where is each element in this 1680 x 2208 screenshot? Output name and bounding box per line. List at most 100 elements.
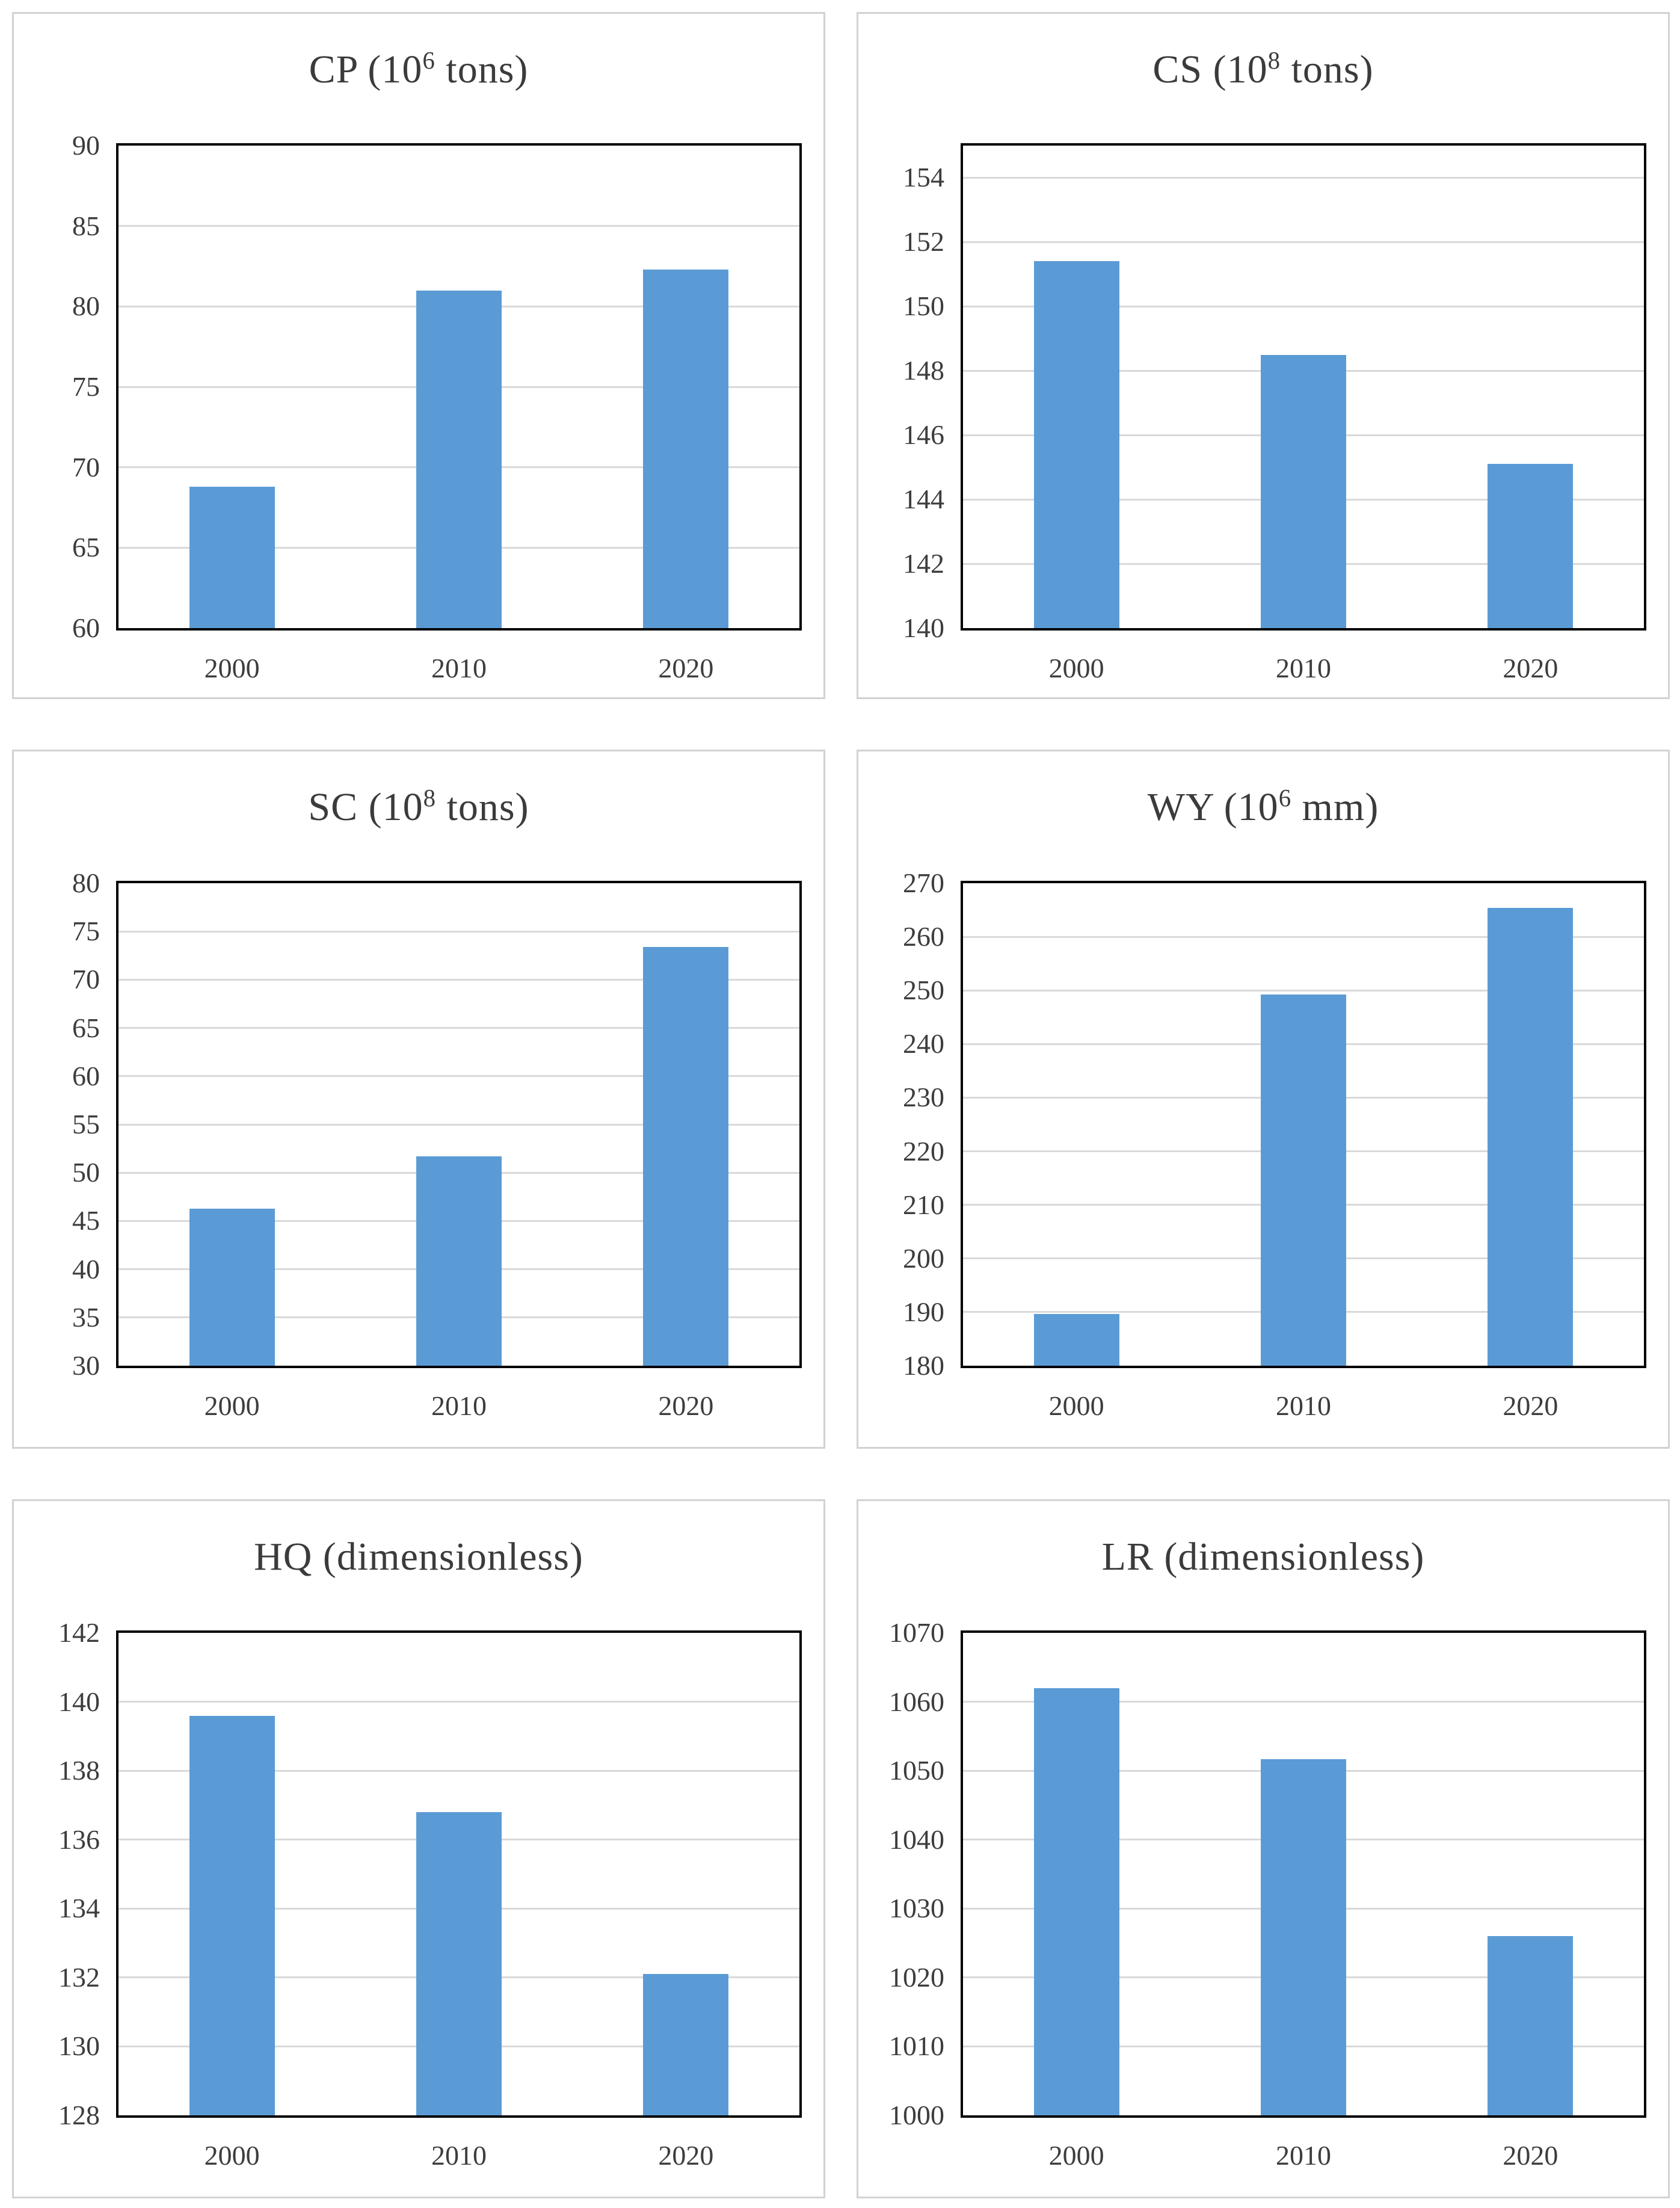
bar-2010: [416, 1156, 502, 1366]
y-tick-label-134: 134: [58, 1893, 100, 1924]
y-tick-label-180: 180: [903, 1350, 944, 1381]
y-tick-label-65: 65: [72, 1012, 100, 1043]
chart-panel-LR: LR (dimensionless) 1000 1010 1020 1030 1040 10…: [857, 1499, 1670, 2198]
y-tick-label-152: 152: [903, 226, 944, 257]
gridline-65: [118, 1027, 799, 1029]
gridline-152: [963, 241, 1644, 243]
x-tick-label-2020: 2020: [1503, 2140, 1558, 2171]
y-tick-label-75: 75: [72, 916, 100, 947]
x-tick-label-2010: 2010: [1276, 2140, 1331, 2171]
x-tick-label-2020: 2020: [658, 653, 714, 683]
bar-2020: [643, 269, 729, 628]
y-tick-label-70: 70: [72, 451, 100, 483]
plot-area: [961, 881, 1646, 1368]
y-tick-label-132: 132: [58, 1961, 100, 1993]
chart-panel-HQ: HQ (dimensionless) 128 130 132 134 136 138 140 1…: [12, 1499, 825, 2198]
chart-panel-CP: CP (106 tons) 60 65 70 75 80 85 90 2000 2010 2020: [12, 12, 825, 699]
y-tick-label-200: 200: [903, 1242, 944, 1274]
y-tick-label-1010: 1010: [889, 2031, 944, 2062]
x-tick-label-2010: 2010: [1276, 1390, 1331, 1421]
bar-2020: [1488, 908, 1574, 1366]
y-tick-label-260: 260: [903, 921, 944, 952]
bar-2000: [189, 1715, 275, 2115]
y-tick-label-90: 90: [72, 130, 100, 161]
y-tick-label-80: 80: [72, 868, 100, 898]
x-tick-label-2010: 2010: [431, 1390, 487, 1421]
bar-2000: [1033, 261, 1119, 628]
x-tick-label-2000: 2000: [204, 1390, 260, 1421]
y-tick-label-40: 40: [72, 1253, 100, 1284]
chart-title: SC (108 tons): [308, 785, 529, 829]
y-tick-label-136: 136: [58, 1824, 100, 1855]
y-tick-label-140: 140: [903, 612, 944, 643]
chart-title: CS (108 tons): [1152, 47, 1374, 91]
bar-2010: [1261, 995, 1346, 1366]
plot-area: [116, 143, 802, 631]
y-tick-label-150: 150: [903, 291, 944, 322]
x-tick-label-2000: 2000: [204, 653, 260, 683]
bar-2020: [643, 1974, 729, 2115]
y-tick-label-35: 35: [72, 1301, 100, 1333]
y-tick-label-45: 45: [72, 1205, 100, 1236]
gridline-154: [963, 176, 1644, 179]
y-tick-label-144: 144: [903, 484, 944, 515]
y-tick-label-142: 142: [58, 1617, 100, 1648]
y-tick-label-80: 80: [72, 291, 100, 322]
y-tick-label-70: 70: [72, 964, 100, 995]
bar-2020: [643, 946, 729, 1366]
x-tick-label-2010: 2010: [1276, 653, 1331, 683]
gridline-140: [118, 1701, 799, 1703]
y-tick-label-154: 154: [903, 162, 944, 193]
y-tick-label-1050: 1050: [889, 1755, 944, 1786]
title-exponent: 8: [423, 785, 437, 812]
bar-2010: [1261, 1759, 1346, 2115]
x-tick-label-2020: 2020: [658, 2140, 714, 2171]
y-tick-label-130: 130: [58, 2031, 100, 2062]
y-tick-label-75: 75: [72, 371, 100, 402]
chart-title: WY (106 mm): [1147, 785, 1379, 829]
chart-panel-WY: WY (106 mm) 180 190 200 210 220 230 240 250 260 27…: [857, 750, 1670, 1449]
y-tick-label-85: 85: [72, 210, 100, 241]
y-tick-label-220: 220: [903, 1135, 944, 1167]
y-tick-label-50: 50: [72, 1157, 100, 1188]
gridline-85: [118, 225, 799, 227]
charts-grid: CP (106 tons) 60 65 70 75 80 85 90 2000 2010 2020 C…: [12, 12, 1670, 2198]
bar-2020: [1488, 1936, 1574, 2115]
y-tick-label-138: 138: [58, 1755, 100, 1786]
gridline-1060: [963, 1701, 1644, 1703]
y-tick-label-148: 148: [903, 355, 944, 386]
bar-2010: [416, 1812, 502, 2115]
y-tick-label-1040: 1040: [889, 1824, 944, 1855]
chart-panel-SC: SC (108 tons) 30 35 40 45 50 55 60 65 70 75 80 2000 2…: [12, 750, 825, 1449]
plot-area: [961, 1630, 1646, 2118]
x-tick-label-2000: 2000: [1048, 1390, 1104, 1421]
bar-2010: [416, 290, 502, 628]
title-exponent: 8: [1267, 47, 1281, 74]
gridline-250: [963, 989, 1644, 991]
gridline-60: [118, 1075, 799, 1078]
y-tick-label-128: 128: [58, 2100, 100, 2130]
gridline-70: [118, 978, 799, 981]
x-tick-label-2020: 2020: [1503, 653, 1558, 683]
bar-2020: [1488, 464, 1574, 628]
y-tick-label-1000: 1000: [889, 2100, 944, 2130]
x-tick-label-2000: 2000: [1048, 653, 1104, 683]
y-tick-label-210: 210: [903, 1189, 944, 1220]
y-tick-label-55: 55: [72, 1109, 100, 1139]
y-tick-label-60: 60: [72, 1060, 100, 1091]
x-tick-label-2010: 2010: [431, 653, 487, 683]
gridline-260: [963, 936, 1644, 938]
y-tick-label-1070: 1070: [889, 1617, 944, 1648]
gridline-150: [963, 305, 1644, 307]
y-tick-label-146: 146: [903, 419, 944, 451]
y-tick-label-190: 190: [903, 1296, 944, 1327]
chart-title: HQ (dimensionless): [254, 1535, 583, 1579]
gridline-55: [118, 1123, 799, 1126]
bar-2000: [1033, 1688, 1119, 2115]
gridline-75: [118, 930, 799, 933]
y-tick-label-1020: 1020: [889, 1961, 944, 1993]
x-tick-label-2000: 2000: [204, 2140, 260, 2171]
bar-2010: [1261, 354, 1346, 628]
title-exponent: 6: [422, 47, 435, 74]
title-exponent: 6: [1278, 785, 1292, 812]
